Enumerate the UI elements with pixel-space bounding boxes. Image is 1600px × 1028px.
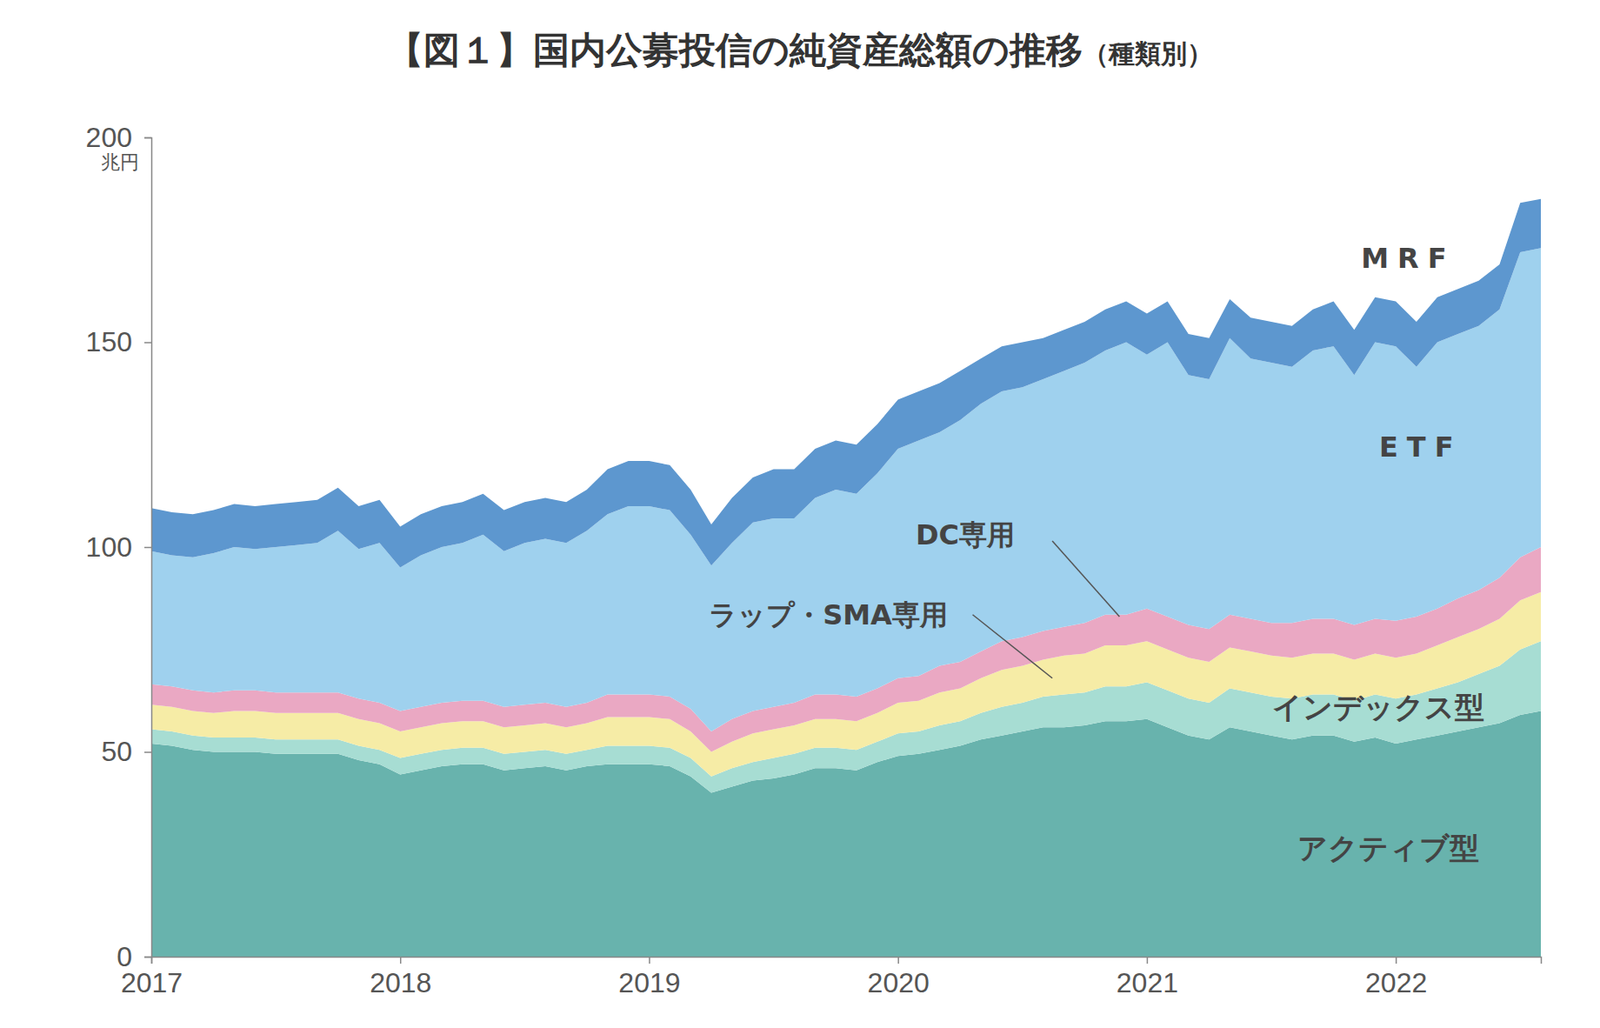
y-tick: 50 [100, 735, 152, 767]
x-tick-mark [1395, 956, 1398, 964]
x-tick-label: 2022 [1365, 966, 1427, 999]
x-tick-label: 2018 [369, 966, 432, 999]
x-tick-mark [648, 956, 651, 964]
y-tick-label: 150 [86, 326, 133, 358]
x-tick-mark [897, 956, 900, 964]
leader-line [1052, 540, 1120, 617]
y-axis-title: 兆円 [100, 151, 140, 174]
series-label: ラップ・SMA専用 [708, 598, 948, 632]
x-tick: 2019 [618, 956, 680, 999]
y-tick-label: 200 [86, 121, 133, 154]
y-axis: 050100150200 [86, 121, 153, 973]
series-labels: アクティブ型 インデックス型 ラップ・SMA専用 DC専用 ETF MRF [708, 241, 1485, 866]
y-tick: 100 [86, 531, 152, 563]
series-label: ETF [1379, 430, 1463, 464]
area-series [151, 199, 1541, 568]
x-tick: 2018 [369, 956, 432, 999]
chart: 【図１】国内公募投信の純資産総額の推移（種類別）0501001502002017… [0, 0, 1600, 1028]
y-tick-mark [144, 751, 152, 754]
y-tick-label: 50 [100, 735, 133, 767]
plot: 050100150200201720182019202020212022兆円アク… [86, 121, 1542, 999]
leader-line [973, 614, 1054, 679]
x-tick-label: 2017 [120, 966, 183, 999]
y-tick: 200 [86, 121, 152, 154]
y-tick-mark [144, 341, 152, 344]
areas [151, 199, 1541, 957]
x-tick-label: 2019 [618, 966, 680, 999]
series-label: インデックス型 [1272, 689, 1485, 725]
x-tick: 2020 [867, 956, 930, 999]
subtitle: （種類別） [1082, 38, 1214, 69]
series-label: DC専用 [915, 518, 1015, 552]
series-label: アクティブ型 [1297, 830, 1480, 866]
title: 【図１】国内公募投信の純資産総額の推移（種類別） [386, 28, 1214, 72]
x-tick-mark [1146, 956, 1149, 964]
x-tick-label: 2020 [867, 966, 930, 999]
x-tick-mark [400, 956, 402, 964]
x-tick: 2021 [1116, 956, 1179, 999]
y-tick-mark [144, 137, 152, 140]
x-axis: 2017 2018 2019 2020 2021 2022 [120, 956, 1542, 999]
y-tick-mark [144, 546, 152, 549]
title-main: 【図１】国内公募投信の純資産総額の推移 [386, 28, 1083, 72]
x-tick-mark [151, 956, 154, 964]
x-tick: 2017 [120, 956, 183, 999]
x-axis-line [152, 957, 1542, 965]
y-tick-label: 100 [86, 531, 133, 563]
y-tick: 150 [86, 326, 152, 358]
x-tick-label: 2021 [1116, 966, 1179, 999]
x-tick: 2022 [1365, 956, 1427, 999]
y-axis-line [144, 138, 153, 958]
series-label: MRF [1360, 241, 1455, 275]
y-tick-mark [144, 956, 152, 959]
